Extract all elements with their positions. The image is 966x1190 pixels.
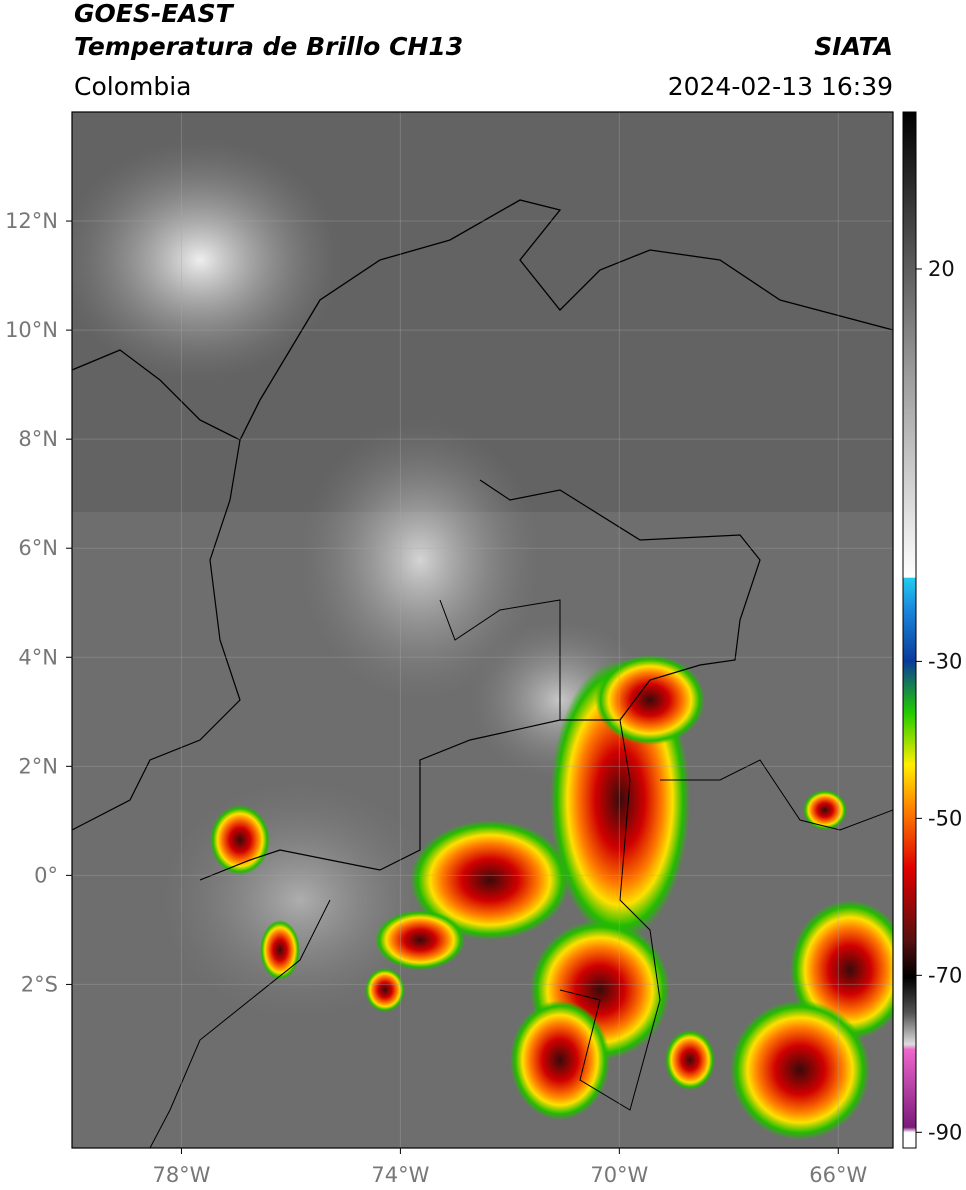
y-tick-label: 2°S (21, 972, 58, 996)
y-tick-label: 10°N (5, 318, 58, 342)
title: GOES-EAST (74, 0, 235, 28)
y-tick-label: 2°N (18, 754, 58, 778)
x-tick-label: 78°W (152, 1163, 210, 1187)
colorbar-tick-label: -50 (928, 806, 962, 830)
y-tick-label: 0° (34, 863, 58, 887)
region: Colombia (74, 72, 191, 101)
graticule (72, 112, 893, 1148)
x-tick-label: 74°W (371, 1163, 429, 1187)
x-tick-label: 66°W (809, 1163, 867, 1187)
datetime: 2024-02-13 16:39 (668, 72, 893, 101)
subtitle: Temperatura de Brillo CH13 (74, 32, 463, 61)
source: SIATA (814, 32, 893, 61)
y-tick-label: 4°N (18, 645, 58, 669)
y-tick-label: 8°N (18, 427, 58, 451)
map-frame (71, 111, 894, 1149)
satellite-image (72, 112, 893, 1148)
colorbar (902, 111, 917, 1149)
colorbar-tick-label: 20 (928, 257, 955, 281)
y-tick-label: 6°N (18, 536, 58, 560)
y-tick-label: 12°N (5, 209, 58, 233)
x-tick-label: 70°W (590, 1163, 648, 1187)
colorbar-tick-label: -30 (928, 649, 962, 673)
colorbar-tick-label: -90 (928, 1120, 962, 1144)
colorbar-tick-label: -70 (928, 963, 962, 987)
